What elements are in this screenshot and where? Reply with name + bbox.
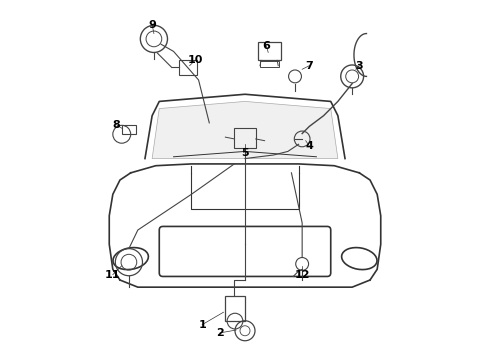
Polygon shape <box>152 102 338 158</box>
Text: 10: 10 <box>187 55 203 65</box>
Bar <box>260 61 279 67</box>
Text: 12: 12 <box>294 270 310 280</box>
Bar <box>234 128 256 148</box>
Text: 1: 1 <box>198 320 206 330</box>
Bar <box>179 60 197 75</box>
Text: 2: 2 <box>216 328 224 338</box>
Text: 11: 11 <box>105 270 121 280</box>
Text: 9: 9 <box>148 19 156 30</box>
Text: 6: 6 <box>263 41 270 51</box>
Text: 3: 3 <box>356 61 363 71</box>
Bar <box>225 296 245 321</box>
Bar <box>258 42 281 60</box>
Text: 7: 7 <box>305 61 313 71</box>
Text: 5: 5 <box>241 148 249 158</box>
Bar <box>122 125 136 134</box>
Text: 4: 4 <box>305 141 313 151</box>
Text: 8: 8 <box>113 120 120 130</box>
